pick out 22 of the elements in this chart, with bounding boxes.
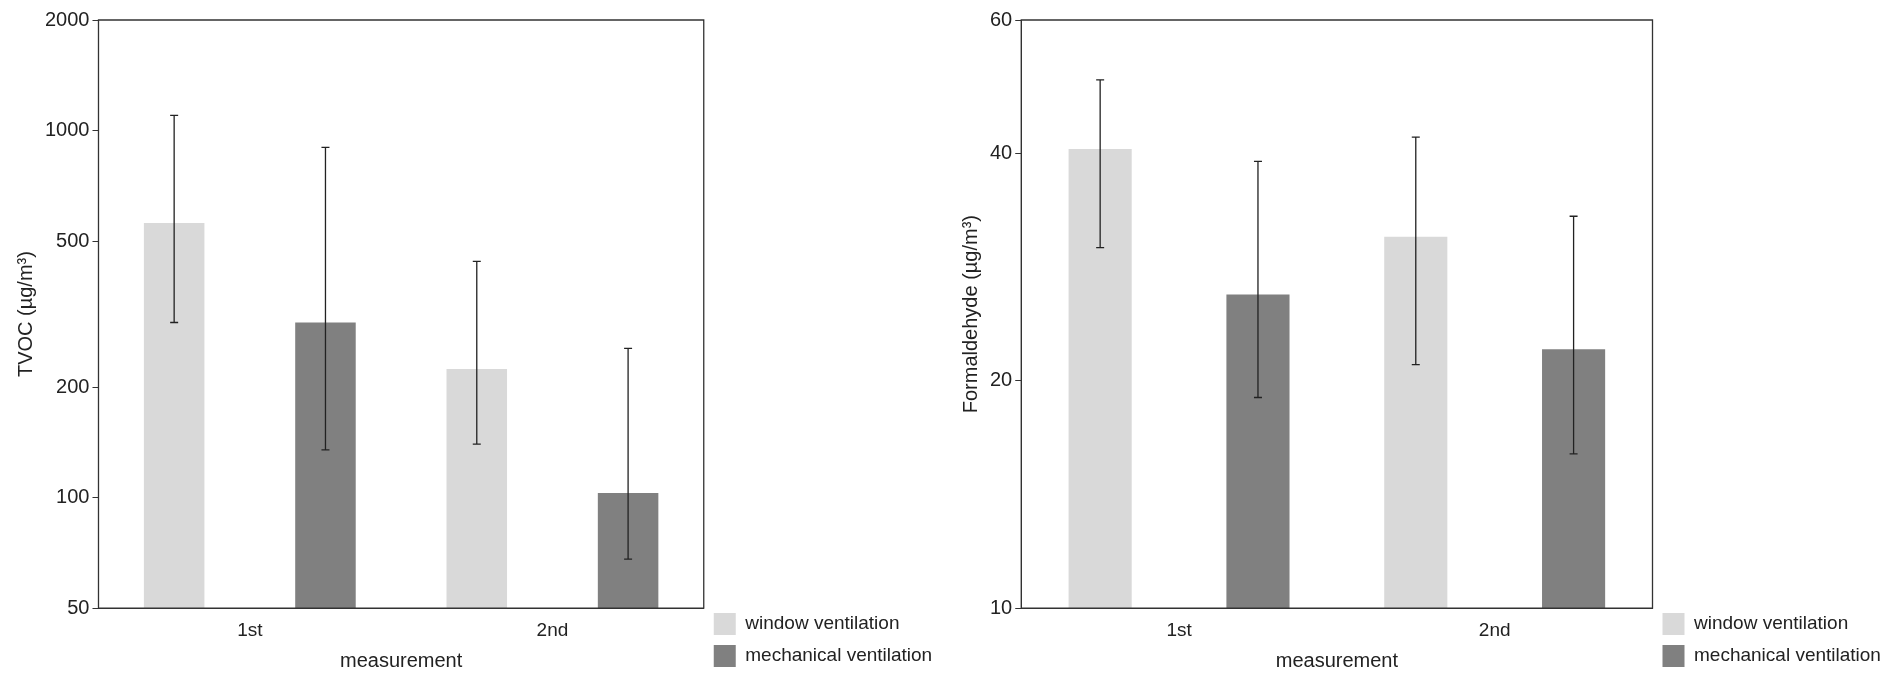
y-tick-label: 100	[56, 485, 90, 508]
x-tick-label: 1st	[1166, 618, 1193, 640]
legend-label: window ventilation	[1693, 612, 1849, 634]
x-axis-title: measurement	[1275, 648, 1399, 671]
legend-label: window ventilation	[744, 612, 900, 634]
x-axis-title: measurement	[339, 648, 463, 671]
y-axis-title: Formaldehyde (µg/m³)	[958, 214, 981, 414]
y-tick-label: 40	[990, 140, 1013, 163]
legend-label: mechanical ventilation	[1694, 644, 1881, 666]
y-tick-label: 50	[67, 595, 90, 618]
legend-label: mechanical ventilation	[745, 644, 933, 666]
y-tick-label: 2000	[44, 7, 90, 30]
y-tick-label: 1000	[44, 118, 90, 141]
y-tick-label: 10	[990, 595, 1013, 618]
y-tick-label: 60	[990, 7, 1013, 30]
y-tick-label: 500	[56, 228, 90, 251]
y-tick-label: 200	[56, 374, 90, 397]
y-axis-title: TVOC (µg/m³)	[13, 251, 36, 378]
x-tick-label: 2nd	[536, 618, 569, 640]
x-tick-label: 1st	[237, 618, 264, 640]
y-tick-label: 20	[990, 368, 1013, 391]
x-tick-label: 2nd	[1478, 618, 1511, 640]
